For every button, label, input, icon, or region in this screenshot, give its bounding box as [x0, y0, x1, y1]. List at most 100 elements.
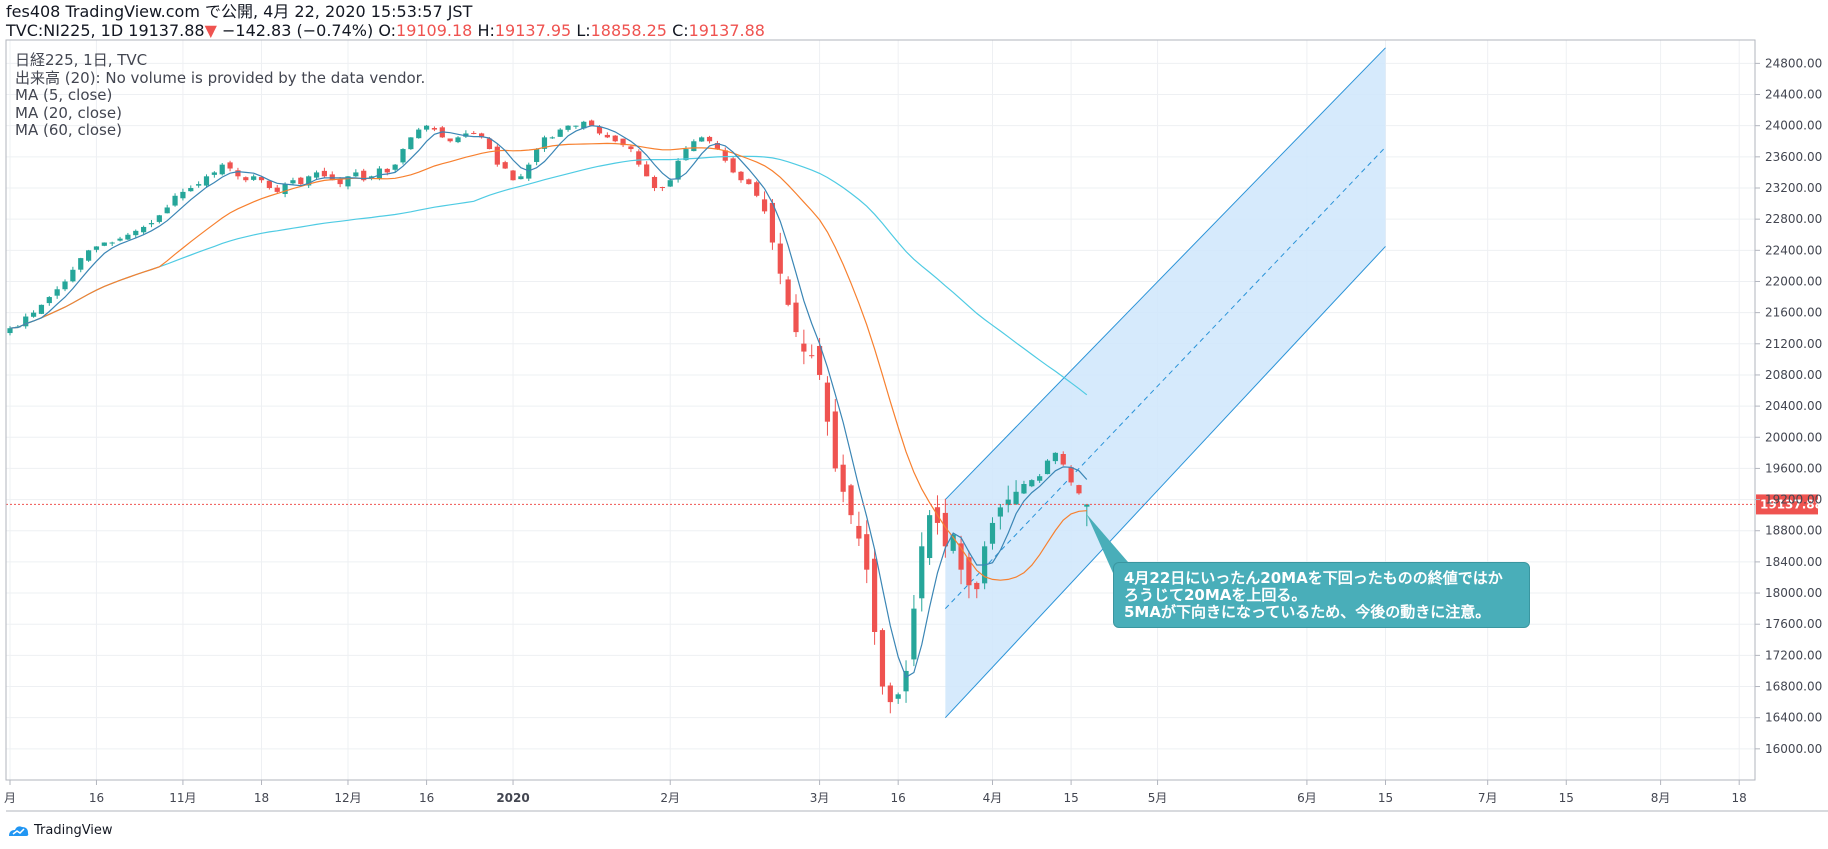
- candle-body: [730, 158, 736, 173]
- candle-body: [549, 137, 555, 139]
- candle-body: [840, 464, 846, 492]
- y-tick-label: 20800.00: [1765, 368, 1822, 382]
- legend-ma5[interactable]: MA (5, close): [15, 86, 113, 104]
- candle-body: [691, 141, 697, 152]
- candle-body: [148, 223, 155, 225]
- last-price-tag: [1756, 494, 1818, 515]
- candle-body: [423, 125, 430, 130]
- low-label: L:: [576, 21, 591, 40]
- x-tick-label: 15: [1378, 791, 1393, 805]
- y-tick-label: 18800.00: [1765, 524, 1822, 538]
- x-tick-label: 2020: [496, 791, 529, 805]
- grid: [6, 40, 1755, 780]
- ma60-line: [9, 155, 1088, 396]
- legend-symbol[interactable]: 日経225, 1日, TVC: [15, 51, 148, 69]
- x-tick-label: 16: [89, 791, 104, 805]
- candle-body: [659, 187, 665, 189]
- candle-body: [604, 134, 610, 138]
- axes: 16000.00 16400.00 16800.00 17200.00 17600.00…: [4, 39, 1828, 812]
- candle-body: [109, 242, 115, 244]
- candle-body: [793, 302, 799, 333]
- candle-body: [989, 522, 996, 544]
- x-tick-label: 15: [1559, 791, 1574, 805]
- y-tick-label: 22400.00: [1765, 243, 1822, 257]
- candle-body: [895, 694, 901, 699]
- close-label: C:: [672, 21, 689, 40]
- y-tick-label: 23600.00: [1765, 150, 1822, 164]
- annotation-callout[interactable]: 4月22日にいったん20MAを下回ったものの終値ではか ろうじて20MAを上回る…: [1113, 562, 1530, 628]
- high-value: 19137.95: [494, 21, 572, 40]
- price-change: −142.83 (−0.74%): [222, 21, 374, 40]
- candle-body: [471, 132, 477, 134]
- candle-body: [816, 345, 823, 375]
- candle-body: [156, 215, 162, 222]
- candle-body: [479, 133, 485, 138]
- candle-body: [1084, 504, 1090, 507]
- candle-body: [164, 207, 170, 214]
- y-tick-label: 21600.00: [1765, 306, 1822, 320]
- candle-body: [447, 138, 453, 142]
- candle-body: [966, 557, 972, 586]
- candle-body: [911, 608, 917, 660]
- x-tick-label: 15: [1063, 791, 1078, 805]
- candle-body: [463, 133, 469, 137]
- legend-ma20[interactable]: MA (20, close): [15, 103, 122, 122]
- candle-body: [353, 172, 359, 177]
- candle-body: [54, 289, 60, 296]
- candle-body: [1060, 454, 1066, 465]
- candle-body: [392, 164, 398, 170]
- candle-body: [997, 507, 1003, 517]
- candle-body: [1021, 484, 1027, 494]
- legend-volume[interactable]: 出来高 (20): No volume is provided by the d…: [15, 68, 426, 87]
- channel-fill: [945, 47, 1386, 718]
- candle-body: [1037, 476, 1043, 481]
- candle-body: [699, 137, 705, 142]
- high-label: H:: [477, 21, 495, 40]
- candle-body: [848, 485, 854, 516]
- candle-body: [70, 269, 76, 282]
- y-tick-label: 17200.00: [1765, 648, 1822, 662]
- x-tick-label: 16: [891, 791, 906, 805]
- x-tick-label: 18: [1732, 791, 1747, 805]
- candle-body: [589, 120, 595, 126]
- x-tick-label: 3月: [810, 791, 830, 805]
- x-tick-label: 2月: [660, 791, 680, 805]
- plot-border: [5, 39, 1756, 781]
- ohlc-line: TVC:NI225, 1D 19137.88▼ −142.83 (−0.74%)…: [6, 21, 1006, 40]
- candle-body: [651, 176, 658, 188]
- candle-body: [329, 174, 335, 181]
- y-tick-label: 22800.00: [1765, 212, 1822, 226]
- open-value: 19109.18: [396, 21, 473, 40]
- annotation-line-3: 5MAが下向きになっているため、今後の動きに注意。: [1124, 603, 1491, 621]
- y-tick-label: 18400.00: [1765, 555, 1822, 569]
- y-tick-label: 16000.00: [1765, 742, 1822, 756]
- down-arrow-icon: ▼: [204, 21, 217, 40]
- x-tick-label: 6月: [1297, 791, 1317, 805]
- y-tick-label: 22000.00: [1765, 274, 1822, 288]
- candle-body: [172, 195, 178, 206]
- candle-body: [746, 179, 752, 185]
- candle-body: [38, 304, 45, 314]
- close-value: 19137.88: [688, 21, 765, 40]
- candle-body: [266, 180, 272, 188]
- candle-body: [400, 149, 406, 163]
- candle-body: [714, 143, 720, 150]
- legend-ma60[interactable]: MA (60, close): [15, 121, 122, 139]
- candle-body: [526, 164, 532, 179]
- candle-body: [196, 184, 202, 186]
- candle-body: [274, 187, 280, 192]
- footer[interactable]: TradingView: [8, 823, 113, 838]
- candle-body: [298, 177, 304, 185]
- chart-header: fes408 TradingView.com で公開, 4月 22, 2020 …: [6, 2, 1006, 40]
- candle-body: [101, 242, 107, 246]
- candle-body: [376, 168, 383, 179]
- moving-averages: [9, 125, 1088, 679]
- channel-lower-line: [944, 246, 1386, 719]
- parallel-channel[interactable]: [944, 47, 1386, 719]
- candle-body: [290, 180, 296, 184]
- x-tick-label: 8月: [1651, 791, 1671, 805]
- candle-body: [141, 226, 147, 233]
- y-tick-label: 23200.00: [1765, 181, 1822, 195]
- x-tick-label: 7月: [1478, 791, 1498, 805]
